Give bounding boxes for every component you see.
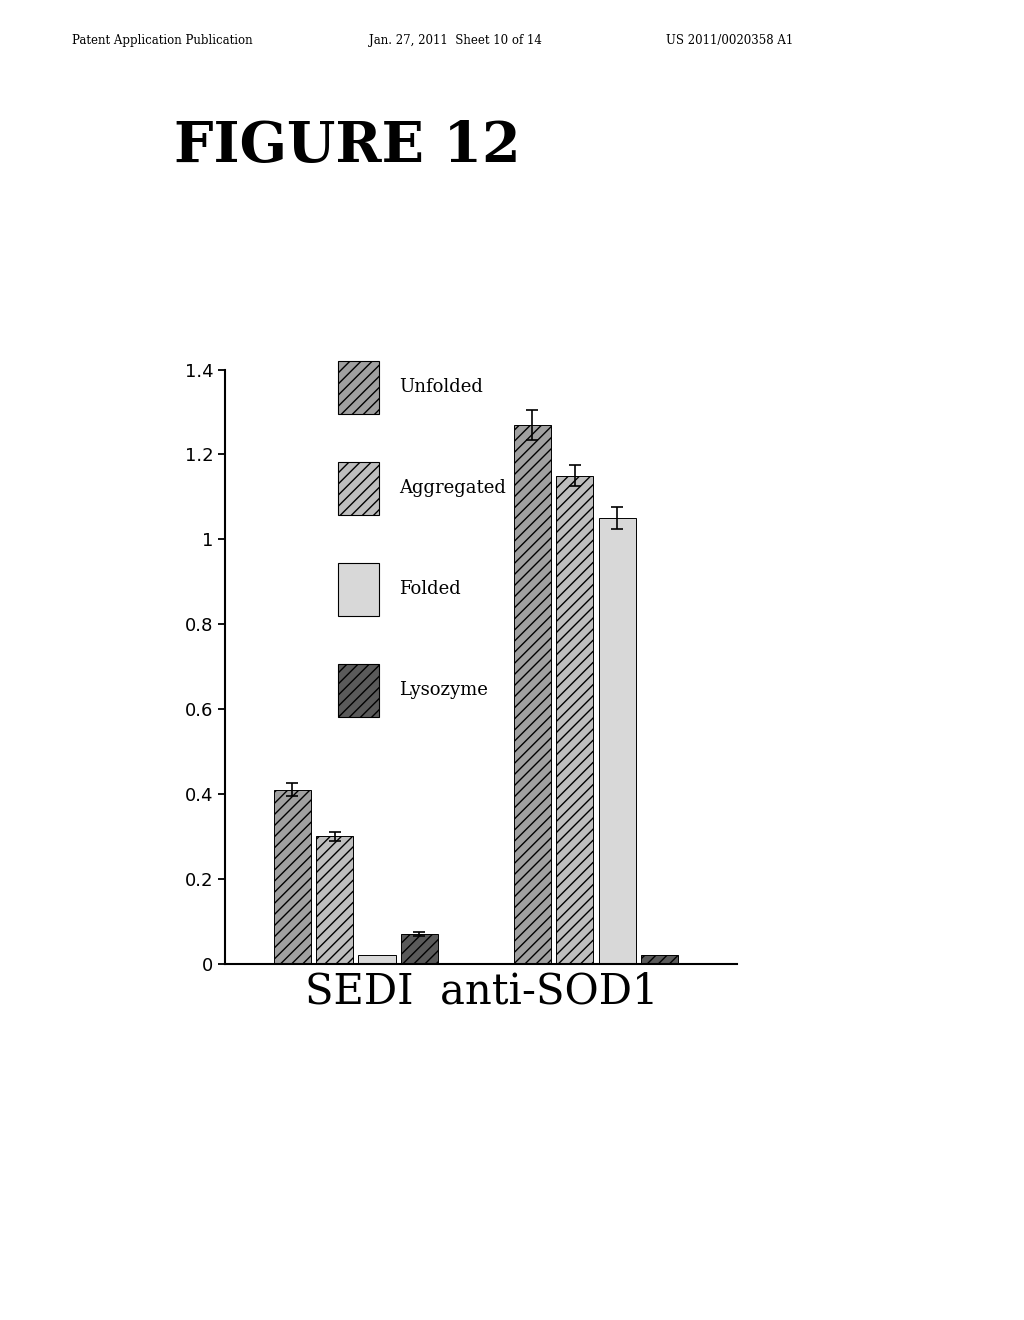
Text: Lysozyme: Lysozyme <box>399 681 488 700</box>
Bar <box>338 360 379 414</box>
Bar <box>316 837 353 964</box>
Text: US 2011/0020358 A1: US 2011/0020358 A1 <box>666 34 793 48</box>
Bar <box>338 664 379 717</box>
Bar <box>641 956 678 964</box>
Text: Patent Application Publication: Patent Application Publication <box>72 34 252 48</box>
Text: Folded: Folded <box>399 581 461 598</box>
Bar <box>273 789 311 964</box>
Bar <box>338 562 379 616</box>
Text: SEDI  anti-SOD1: SEDI anti-SOD1 <box>304 970 658 1012</box>
Text: FIGURE 12: FIGURE 12 <box>174 119 521 174</box>
Bar <box>400 935 438 964</box>
Bar <box>338 462 379 515</box>
Text: Aggregated: Aggregated <box>399 479 506 498</box>
Bar <box>556 475 594 964</box>
Bar <box>358 956 395 964</box>
Text: Jan. 27, 2011  Sheet 10 of 14: Jan. 27, 2011 Sheet 10 of 14 <box>369 34 542 48</box>
Bar <box>599 517 636 964</box>
Text: Unfolded: Unfolded <box>399 379 483 396</box>
Bar <box>514 425 551 964</box>
